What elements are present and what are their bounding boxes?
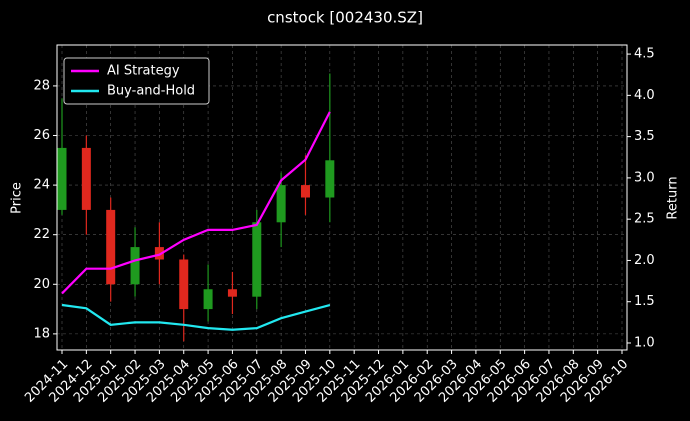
- candle-body: [300, 185, 310, 198]
- series-line: [61, 111, 331, 295]
- y2-tick-label: 2.0: [634, 253, 655, 268]
- y-tick-label: 24: [33, 178, 50, 193]
- y-tick-label: 26: [33, 128, 50, 143]
- plot-frame: [56, 44, 628, 351]
- y-tick-label: 22: [33, 227, 50, 242]
- candle-body: [57, 147, 67, 210]
- y2-tick-label: 3.5: [634, 129, 655, 144]
- y2-tick-label: 3.0: [634, 170, 655, 185]
- candle-body: [130, 247, 140, 285]
- y2-tick-label: 4.5: [634, 47, 655, 62]
- candle-body: [325, 160, 335, 198]
- y2-tick-label: 1.0: [634, 335, 655, 350]
- candle-body: [203, 289, 213, 310]
- legend-label: Buy-and-Hold: [107, 84, 195, 99]
- series-line: [61, 303, 331, 331]
- legend-box: [63, 57, 210, 105]
- y-tick-label: 20: [33, 277, 50, 292]
- candle-body: [227, 289, 237, 297]
- candle-body: [276, 185, 286, 223]
- candle-body: [81, 147, 91, 210]
- candle-body: [179, 259, 189, 310]
- candle-body: [252, 222, 262, 297]
- y-tick-label: 28: [33, 78, 50, 93]
- y-axis-label: Price: [10, 182, 25, 214]
- candle-body: [154, 247, 164, 260]
- candle-body: [106, 209, 116, 285]
- y2-tick-label: 4.0: [634, 88, 655, 103]
- chart-title: cnstock [002430.SZ]: [267, 9, 423, 27]
- y2-axis-label: Return: [666, 176, 681, 219]
- y2-tick-label: 1.5: [634, 294, 655, 309]
- legend-label: AI Strategy: [107, 64, 180, 79]
- y2-tick-label: 2.5: [634, 212, 655, 227]
- y-tick-label: 18: [33, 326, 50, 341]
